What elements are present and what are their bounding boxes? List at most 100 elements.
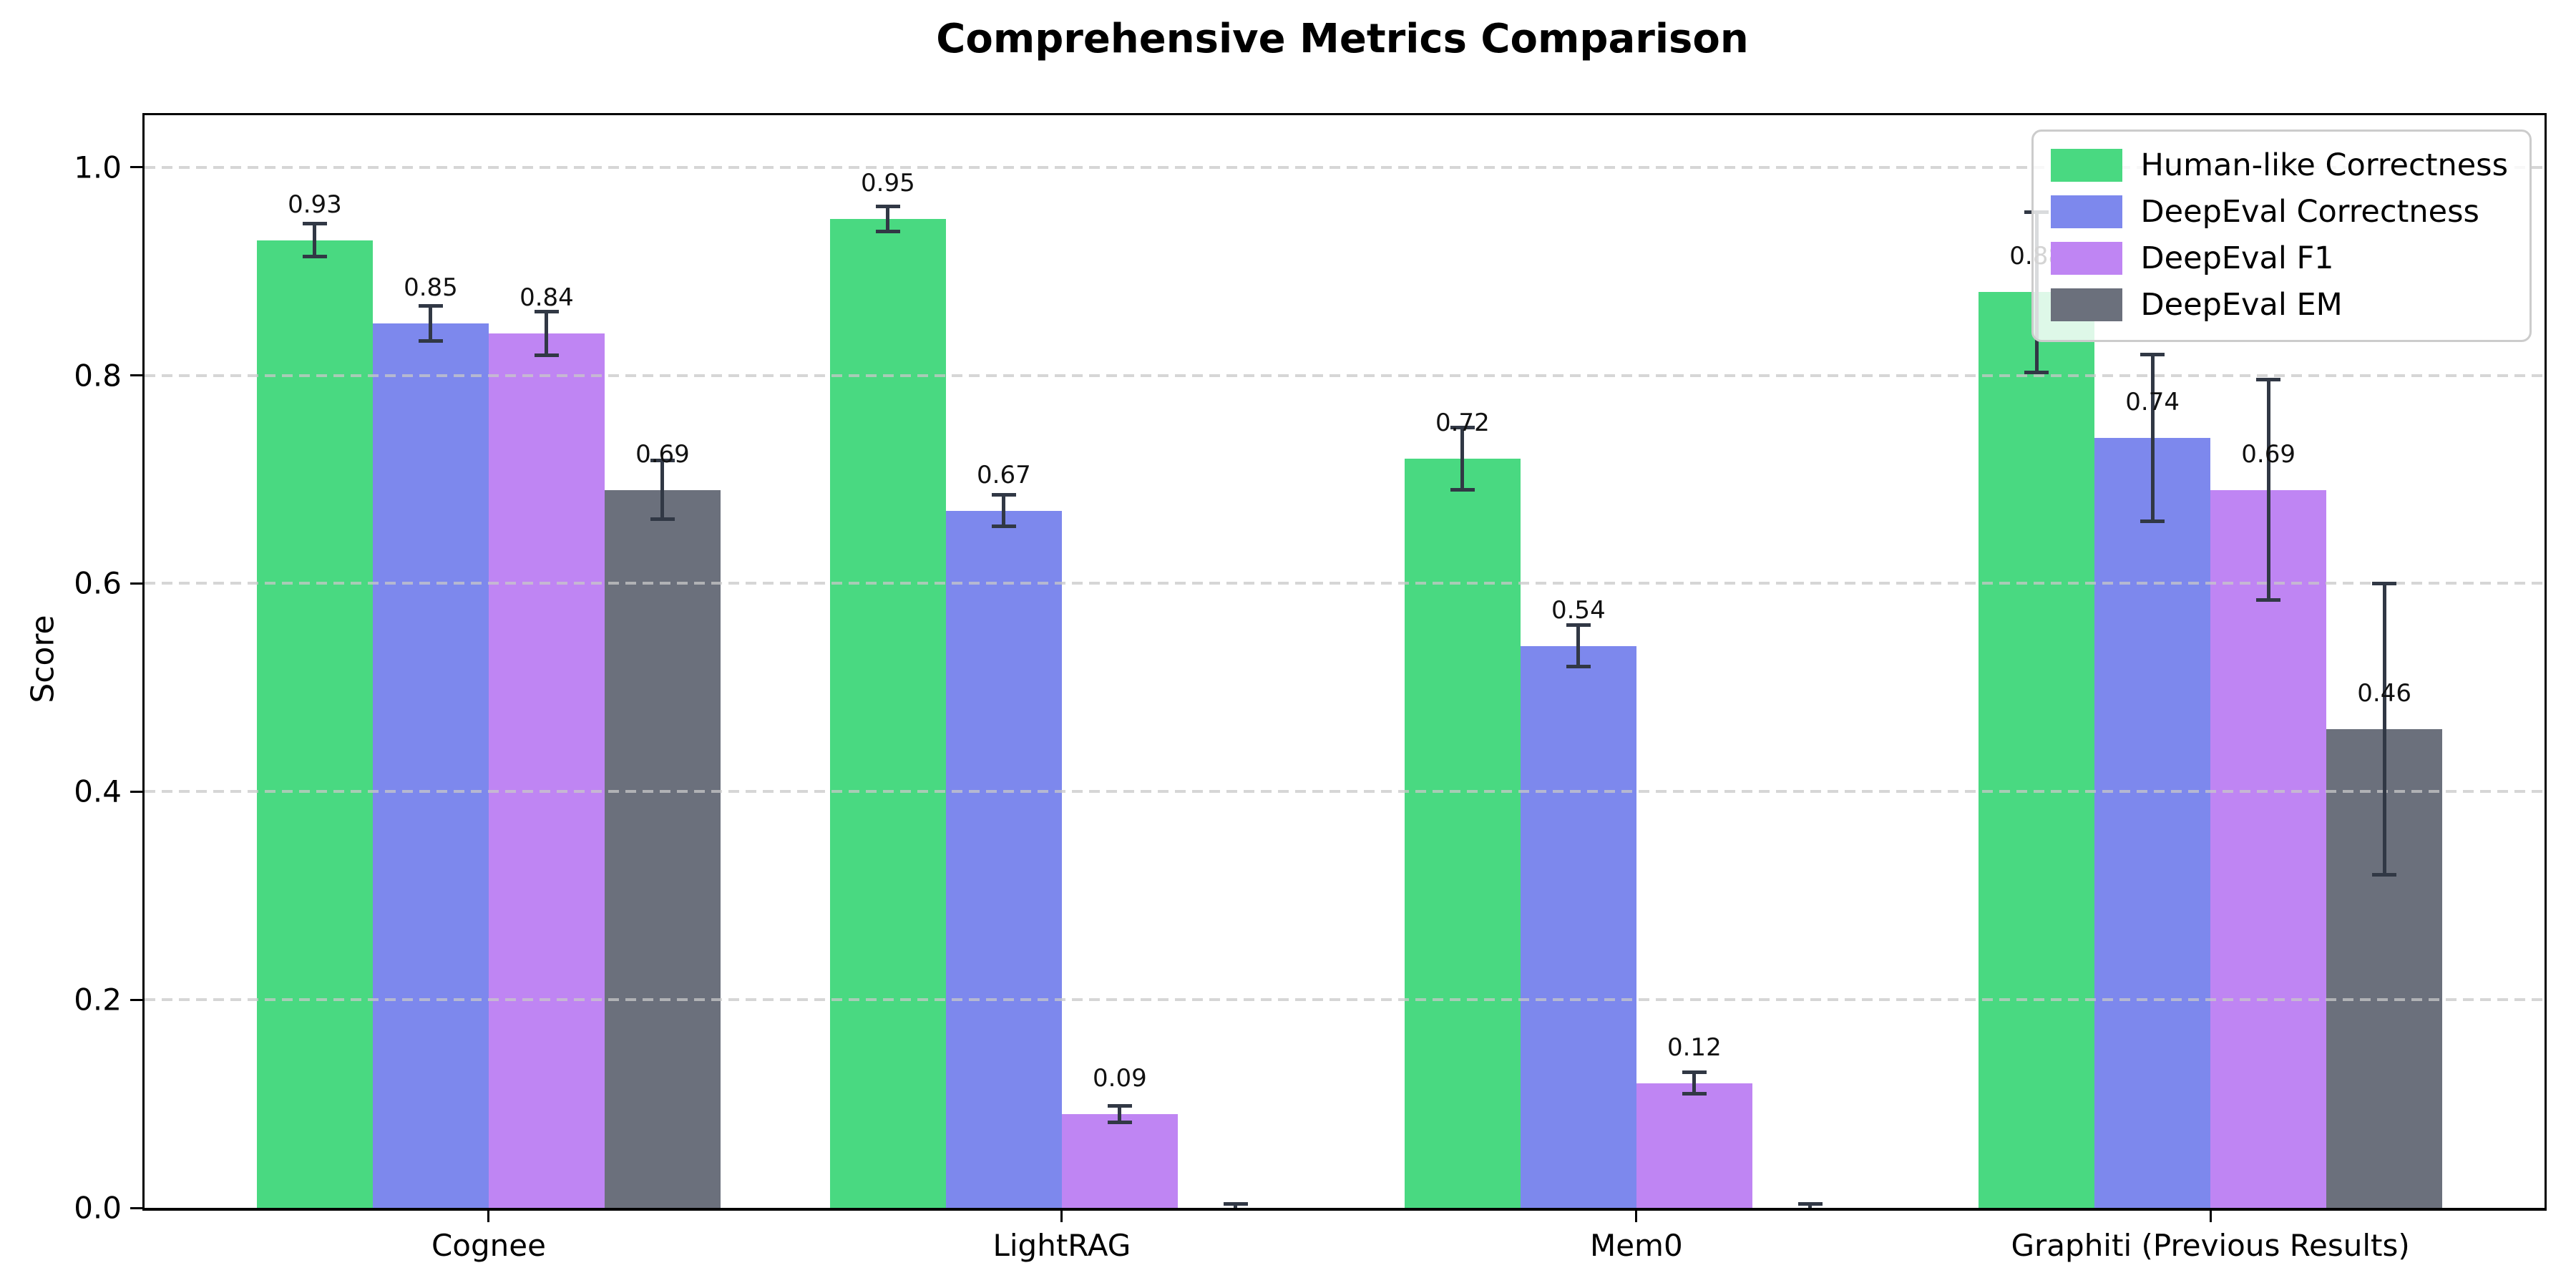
error-bar-deepeval-correctness-graphiti-previous-results <box>2150 354 2155 522</box>
legend-row-deepeval-f1: DeepEval F1 <box>2050 240 2508 276</box>
bar-human-like-correctness-mem0 <box>1404 458 1521 1208</box>
error-cap-bottom <box>991 524 1016 528</box>
bar-deepeval-f1-cognee <box>488 333 605 1208</box>
legend-swatch-deepeval-f1 <box>2050 242 2122 275</box>
y-tick-label-0.2: 0.2 <box>74 982 122 1018</box>
legend-swatch-human-like-correctness <box>2050 149 2122 182</box>
error-cap-bottom <box>302 255 327 259</box>
error-bar-deepeval-f1-cognee <box>545 311 549 356</box>
y-tick-label-1.0: 1.0 <box>74 150 122 185</box>
error-bar-deepeval-correctness-cognee <box>429 306 433 341</box>
error-cap-bottom <box>1566 665 1591 669</box>
bar-deepeval-em-cognee <box>604 489 721 1208</box>
value-label-deepeval-correctness-cognee: 0.85 <box>404 273 458 302</box>
y-tick-0.8 <box>130 374 143 377</box>
error-cap-top <box>875 205 900 209</box>
y-tick-label-0.4: 0.4 <box>74 774 122 809</box>
error-bar-deepeval-em-graphiti-previous-results <box>2382 583 2386 875</box>
error-cap-bottom <box>2024 370 2049 374</box>
y-tick-0.2 <box>130 998 143 1001</box>
error-cap-bottom <box>1682 1091 1707 1096</box>
error-cap-top <box>2256 377 2281 381</box>
bars-layer <box>145 115 2545 1208</box>
error-cap-top <box>418 303 443 308</box>
error-cap-top <box>2372 581 2397 585</box>
error-cap-bottom <box>2140 519 2165 523</box>
legend-label-deepeval-correctness: DeepEval Correctness <box>2140 194 2479 230</box>
bar-deepeval-correctness-lightrag <box>945 510 1062 1208</box>
error-cap-bottom <box>1450 488 1475 492</box>
value-label-human-like-correctness-mem0: 0.72 <box>1435 408 1490 437</box>
legend: Human-like Correctness DeepEval Correctne… <box>2031 130 2532 342</box>
y-tick-1.0 <box>130 166 143 169</box>
gridline-0.2 <box>145 998 2545 1002</box>
bar-deepeval-f1-lightrag <box>1061 1114 1178 1208</box>
legend-swatch-deepeval-em <box>2050 288 2122 321</box>
error-cap-top <box>991 493 1016 497</box>
value-label-deepeval-f1-lightrag: 0.09 <box>1093 1064 1147 1093</box>
bar-human-like-correctness-lightrag <box>829 219 946 1208</box>
error-bar-deepeval-f1-lightrag <box>1118 1106 1122 1123</box>
bar-deepeval-correctness-cognee <box>372 323 489 1208</box>
value-label-deepeval-f1-graphiti-previous-results: 0.69 <box>2241 439 2296 469</box>
error-bar-deepeval-em-lightrag <box>1234 1204 1238 1208</box>
bar-deepeval-f1-graphiti-previous-results <box>2210 489 2327 1208</box>
bar-deepeval-correctness-graphiti-previous-results <box>2094 437 2211 1208</box>
legend-label-human-like-correctness: Human-like Correctness <box>2140 147 2508 183</box>
x-tick-graphiti-previous-results <box>2209 1211 2212 1222</box>
error-bar-deepeval-f1-graphiti-previous-results <box>2266 379 2270 600</box>
error-bar-deepeval-em-mem0 <box>1808 1204 1813 1208</box>
error-bar-deepeval-em-cognee <box>660 460 665 519</box>
bar-human-like-correctness-cognee <box>256 240 373 1208</box>
value-label-deepeval-f1-mem0: 0.12 <box>1667 1033 1722 1062</box>
error-bar-human-like-correctness-cognee <box>313 223 317 257</box>
error-cap-top <box>1682 1070 1707 1075</box>
error-cap-top <box>1566 623 1591 628</box>
bar-deepeval-f1-mem0 <box>1636 1083 1752 1208</box>
x-tick-label-cognee: Cognee <box>431 1228 546 1263</box>
plot-area: 0.930.950.720.880.850.670.540.740.840.09… <box>74 113 2547 1263</box>
error-cap-top <box>534 310 559 314</box>
gridline-0.8 <box>145 374 2545 377</box>
error-bar-deepeval-correctness-lightrag <box>1002 494 1006 527</box>
error-cap-bottom <box>650 517 675 521</box>
x-tick-lightrag <box>1060 1211 1063 1222</box>
bar-human-like-correctness-graphiti-previous-results <box>1979 292 2095 1208</box>
value-label-human-like-correctness-lightrag: 0.95 <box>861 169 915 198</box>
error-cap-bottom <box>418 339 443 343</box>
error-cap-bottom <box>2372 873 2397 877</box>
x-tick-label-graphiti-previous-results: Graphiti (Previous Results) <box>2011 1228 2410 1263</box>
x-tick-mem0 <box>1635 1211 1638 1222</box>
error-cap-top <box>1107 1103 1132 1108</box>
error-cap-top <box>302 221 327 225</box>
value-label-deepeval-correctness-mem0: 0.54 <box>1551 595 1606 625</box>
error-cap-top <box>650 459 675 463</box>
gridline-0.6 <box>145 582 2545 585</box>
error-cap-top <box>2140 353 2165 356</box>
error-cap-bottom <box>1107 1121 1132 1125</box>
axis-ticks-layer: 0.0 0.2 0.4 0.6 0.8 1.0 Cognee LightRAG Mem0 Grap… <box>74 115 2545 1263</box>
gridline-1 <box>145 165 2545 169</box>
error-bar-deepeval-correctness-mem0 <box>1576 625 1581 667</box>
legend-swatch-deepeval-correctness <box>2050 195 2122 228</box>
legend-row-human-like-correctness: Human-like Correctness <box>2050 147 2508 183</box>
value-label-deepeval-em-cognee: 0.69 <box>635 439 690 469</box>
value-label-human-like-correctness-cognee: 0.93 <box>288 190 342 219</box>
legend-label-deepeval-em: DeepEval EM <box>2140 287 2343 323</box>
legend-label-deepeval-f1: DeepEval F1 <box>2140 240 2334 276</box>
y-tick-0.4 <box>130 790 143 793</box>
error-bar-deepeval-f1-mem0 <box>1692 1072 1697 1094</box>
value-label-deepeval-correctness-graphiti-previous-results: 0.74 <box>2125 387 2180 416</box>
legend-row-deepeval-em: DeepEval EM <box>2050 287 2508 323</box>
x-tick-cognee <box>487 1211 490 1222</box>
y-tick-label-0.0: 0.0 <box>74 1190 122 1226</box>
error-cap-top <box>1450 425 1475 429</box>
error-cap-bottom <box>2256 598 2281 602</box>
value-label-deepeval-f1-cognee: 0.84 <box>519 283 574 313</box>
chart-title: Comprehensive Metrics Comparison <box>936 16 1749 62</box>
gridline-0.4 <box>145 790 2545 794</box>
x-tick-label-lightrag: LightRAG <box>992 1228 1131 1263</box>
legend-row-deepeval-correctness: DeepEval Correctness <box>2050 194 2508 230</box>
y-axis-label: Score <box>24 615 62 703</box>
